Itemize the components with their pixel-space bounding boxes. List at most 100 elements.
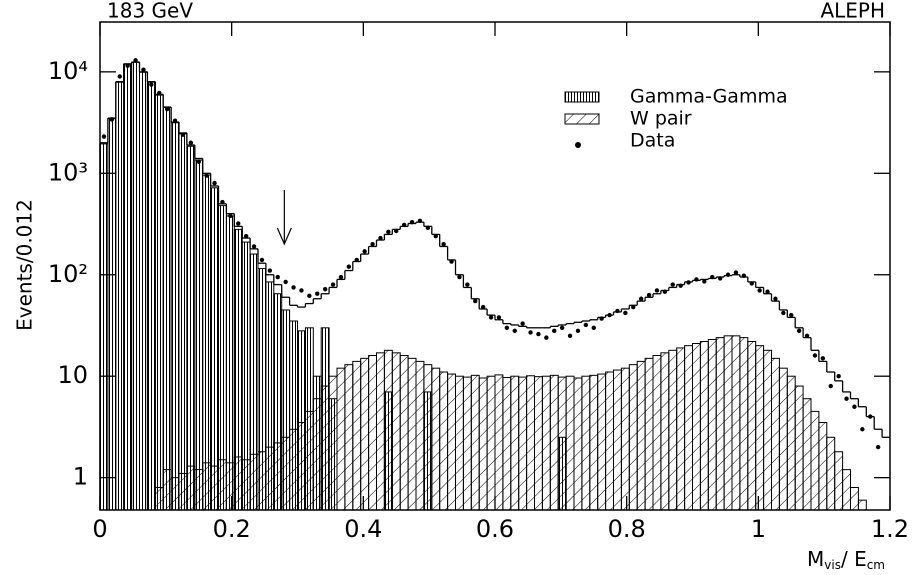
hist-bar [597, 373, 607, 511]
data-point [117, 74, 122, 79]
data-point [457, 274, 462, 280]
data-point [765, 289, 770, 294]
hist-bar [739, 337, 749, 511]
data-point [220, 199, 225, 205]
hist-bar [565, 375, 575, 511]
data-point [615, 308, 620, 314]
data-point [425, 225, 431, 231]
hist-bar [123, 63, 133, 511]
hist-bar [162, 107, 172, 511]
data-point [844, 396, 849, 401]
data-point [725, 272, 731, 277]
hist-bar [233, 228, 243, 511]
x-tick-label: 0 [92, 515, 107, 543]
data-point [828, 383, 833, 389]
hist-bar [660, 352, 670, 511]
data-point [544, 335, 549, 340]
legend-marker [575, 142, 581, 148]
hist-bar [352, 360, 362, 511]
data-point [504, 325, 510, 331]
hist-bar [415, 360, 425, 511]
hist-bar [636, 360, 646, 511]
data-point [330, 282, 336, 287]
hist-bar [186, 145, 196, 511]
y-axis-label: Events/0.012 [13, 199, 37, 331]
hist-bar [581, 375, 591, 511]
data-point [607, 312, 612, 318]
hist-bar [676, 347, 686, 511]
hist-bar [368, 354, 378, 511]
hist-bar [771, 357, 780, 511]
hist-bar [115, 81, 125, 511]
hist-bar [589, 374, 599, 511]
experiment-label: ALEPH [820, 0, 885, 23]
hist-bar [178, 133, 188, 511]
data-point [291, 285, 296, 290]
hist-bar [257, 268, 267, 511]
data-point [157, 90, 162, 96]
cut-arrow-head [276, 227, 292, 246]
x-tick-label: 1 [751, 515, 766, 543]
hist-bar [628, 364, 638, 511]
hist-bar [202, 174, 212, 511]
x-tick-label: 0.6 [476, 515, 514, 543]
data-point [646, 292, 652, 298]
y-tick-label: 10⁴ [48, 57, 88, 85]
legend-swatch [564, 91, 600, 103]
hist-bar [810, 410, 820, 511]
x-tick-label: 0.8 [608, 515, 646, 543]
data-point [583, 322, 589, 328]
data-point [465, 282, 470, 287]
hist-bar [218, 205, 227, 511]
hist-bar [486, 375, 496, 511]
hist-bar [462, 376, 472, 511]
hist-bar [842, 469, 851, 511]
data-point [354, 257, 359, 263]
legend-label: W pair [630, 108, 692, 130]
data-point [496, 315, 502, 320]
data-point [441, 242, 446, 247]
data-point [575, 328, 581, 334]
data-point [836, 374, 841, 379]
data-point [188, 140, 194, 145]
data-point [591, 325, 596, 331]
hist-bar [723, 335, 733, 511]
hist-bar [439, 371, 449, 511]
x-label-sub: cm [867, 558, 885, 572]
hist-bar [534, 376, 543, 511]
data-point [125, 63, 130, 68]
data-point [868, 414, 873, 419]
x-tick-label: 0.2 [213, 515, 251, 543]
data-point [733, 270, 739, 275]
hist-bar [431, 367, 441, 511]
hist-bar [652, 354, 662, 511]
hist-bar [320, 327, 330, 511]
data-point [275, 274, 280, 280]
data-point [228, 213, 233, 219]
y-tick-label: 1 [73, 463, 88, 491]
data-point [180, 132, 186, 137]
hist-bar [360, 357, 370, 511]
hist-bar [692, 343, 701, 511]
hist-bar [518, 376, 528, 511]
hist-bar [715, 337, 725, 511]
chart-title: 183 GeV [107, 0, 193, 23]
x-label-part: / E [841, 547, 867, 571]
x-label-part: M [807, 547, 824, 571]
data-point [251, 244, 257, 249]
data-point [520, 321, 525, 326]
hist-bar [620, 367, 630, 511]
hist-bar [225, 215, 235, 511]
data-point [717, 276, 723, 281]
data-point [552, 328, 557, 334]
data-point [773, 296, 778, 301]
hist-bar [786, 375, 796, 511]
hist-bar [281, 309, 291, 511]
data-point [473, 298, 478, 304]
hist-bar [510, 375, 520, 511]
data-point [449, 259, 454, 264]
data-point [631, 304, 636, 310]
hist-bar [107, 118, 117, 511]
hist-bar [731, 335, 741, 511]
hist-bar [154, 94, 164, 511]
